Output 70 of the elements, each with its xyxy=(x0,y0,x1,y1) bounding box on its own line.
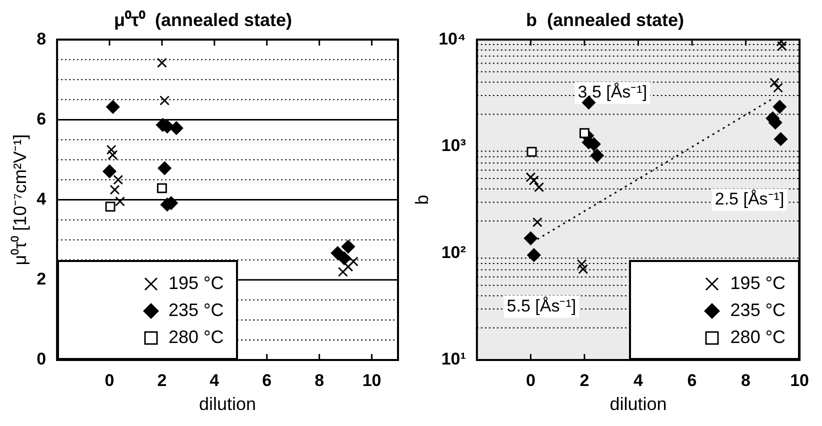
point xyxy=(115,196,125,206)
x-tick-label: 8 xyxy=(741,370,751,390)
point xyxy=(524,232,538,246)
x-tick-label: 10 xyxy=(362,370,382,390)
x-tick-label: 4 xyxy=(210,370,220,390)
y-tick-label: 0 xyxy=(36,350,46,369)
point xyxy=(578,264,588,274)
band-label: 5.5 [Ås⁻¹] xyxy=(506,296,576,316)
x-tick-label: 6 xyxy=(262,370,272,390)
legend-label: 195 °C xyxy=(168,273,224,294)
y-tick-label: 4 xyxy=(36,189,47,208)
y-tick-label: 10³ xyxy=(441,136,466,156)
point xyxy=(108,150,118,160)
y-tick-label: 2 xyxy=(36,270,46,289)
point xyxy=(576,259,587,270)
chart-title: b (annealed state) xyxy=(526,10,684,30)
y-axis-title: b xyxy=(412,194,432,205)
x-axis-title: dilution xyxy=(199,394,256,414)
point xyxy=(526,146,537,157)
point xyxy=(527,248,541,262)
band-label: 3.5 [Ås⁻¹] xyxy=(578,82,648,102)
point xyxy=(337,252,351,266)
point xyxy=(770,78,780,88)
x-tick-label: 0 xyxy=(526,370,536,390)
point xyxy=(102,164,116,178)
point xyxy=(105,202,116,212)
point xyxy=(532,217,542,228)
x-tick-label: 2 xyxy=(157,370,167,390)
point xyxy=(110,184,120,195)
point xyxy=(106,144,116,155)
point xyxy=(170,121,184,135)
legend-label: 235 °C xyxy=(168,300,224,321)
chart-title: μ⁰τ⁰ (annealed state) xyxy=(114,10,292,30)
point xyxy=(590,148,604,162)
point xyxy=(348,256,358,266)
legend-label: 280 °C xyxy=(730,327,786,348)
legend-label: 235 °C xyxy=(730,300,786,321)
point xyxy=(113,174,124,185)
x-tick-label: 10 xyxy=(790,370,810,390)
legend-label: 195 °C xyxy=(730,273,786,294)
x-tick-label: 2 xyxy=(580,370,590,390)
point xyxy=(343,262,354,272)
point xyxy=(341,240,355,254)
y-tick-label: 6 xyxy=(36,109,46,128)
y-axis-title: μ⁰τ⁰ [10⁻⁷cm²V⁻¹] xyxy=(10,134,30,266)
point xyxy=(156,58,167,68)
y-tick-label: 10² xyxy=(441,242,466,262)
point xyxy=(526,172,536,182)
x-tick-label: 0 xyxy=(104,370,114,390)
band-label: 2.5 [Ås⁻¹] xyxy=(714,189,784,208)
y-tick-label: 8 xyxy=(36,29,46,48)
point xyxy=(579,128,590,138)
point xyxy=(528,175,539,186)
point xyxy=(772,100,786,114)
x-axis-title: dilution xyxy=(610,394,667,414)
point xyxy=(777,41,788,52)
point xyxy=(774,132,788,146)
y-tick-label: 10¹ xyxy=(441,350,466,369)
x-tick-label: 6 xyxy=(687,370,697,390)
point xyxy=(338,266,348,277)
point xyxy=(160,95,170,106)
point xyxy=(156,183,167,194)
x-tick-label: 8 xyxy=(314,370,324,390)
y-tick-label: 10⁴ xyxy=(438,29,466,48)
point xyxy=(773,82,784,93)
x-tick-label: 4 xyxy=(633,370,644,390)
point xyxy=(106,100,120,114)
point xyxy=(158,161,172,175)
legend-label: 280 °C xyxy=(168,327,224,348)
point xyxy=(534,182,544,192)
